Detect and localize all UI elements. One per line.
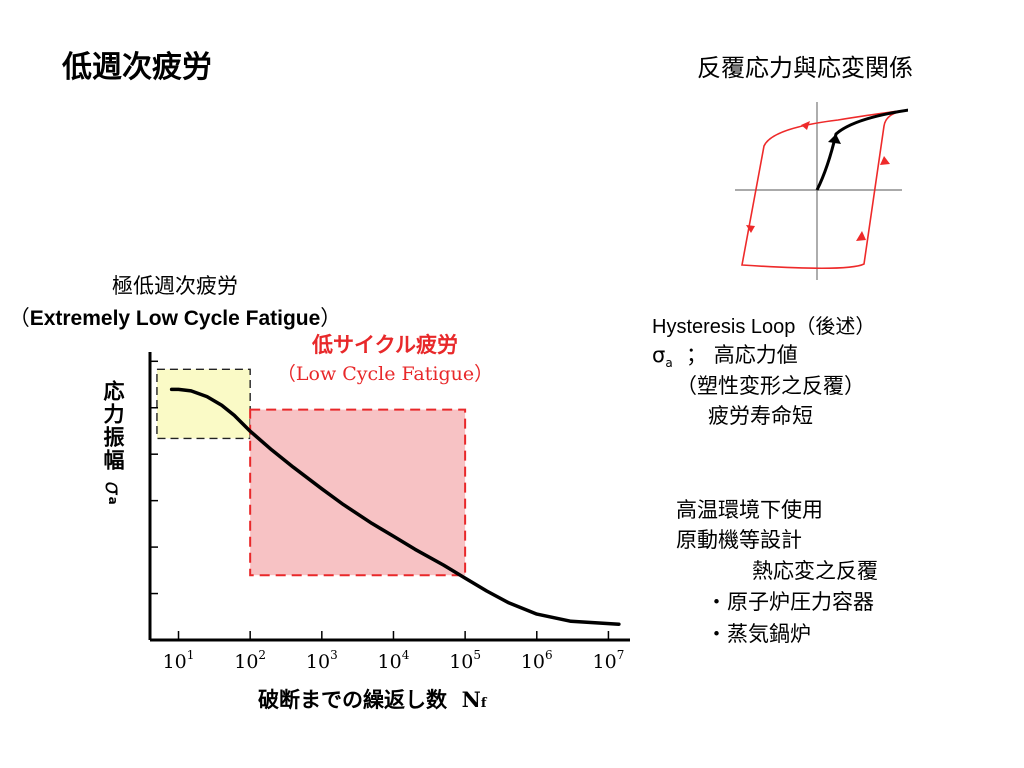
- loading-arrow: [828, 134, 841, 144]
- x-tick-label: 101: [162, 648, 195, 673]
- initial-loading-curve: [815, 108, 908, 191]
- x-tick-label: 107: [592, 648, 625, 673]
- hysteresis-loop-note: Hysteresis Loop（後述）: [652, 316, 876, 338]
- reactor-vessel-item: ・原子炉圧力容器: [706, 590, 874, 614]
- lcf-region: [249, 408, 467, 577]
- x-tick-label: 106: [520, 648, 553, 673]
- elcf-label: （Extremely Low Cycle Fatigue）: [8, 306, 342, 330]
- fatigue-regions: [156, 368, 467, 577]
- high-temp-note: 高温環境下使用: [676, 498, 823, 522]
- hysteresis-loop-curve: [741, 109, 908, 270]
- sn-curve-line: [169, 387, 621, 626]
- hysteresis-loop-diagram: [735, 102, 908, 280]
- lcf-label-jp: 低サイクル疲労: [312, 333, 458, 357]
- boiler-item: ・蒸気鍋炉: [706, 622, 811, 646]
- loop-arrow-bottom: [856, 231, 866, 241]
- short-life-note: 疲労寿命短: [708, 404, 813, 428]
- x-axis-label: 破断までの繰返し数 Nf: [258, 687, 487, 712]
- y-axis-label: 応力振幅 σa: [101, 380, 125, 507]
- loop-arrow-top: [801, 121, 810, 130]
- prime-mover-note: 原動機等設計: [676, 528, 802, 552]
- elcf-region: [156, 368, 251, 440]
- loop-arrow-right: [880, 156, 890, 165]
- sigma-a-note: σa ； 高応力値: [652, 343, 798, 371]
- chart-axes: [148, 352, 630, 642]
- plastic-deformation-note: （塑性変形之反覆）: [676, 374, 865, 398]
- page-title: 低週次疲労: [62, 50, 212, 85]
- elcf-label-en: Extremely Low Cycle Fatigue: [29, 307, 321, 330]
- hysteresis-title: 反覆応力與応変関係: [697, 54, 913, 82]
- x-tick-label: 103: [305, 648, 338, 673]
- x-tick-label: 105: [449, 648, 482, 673]
- lcf-label-en: （Low Cycle Fatigue）: [276, 363, 494, 385]
- loop-arrow-left: [746, 225, 755, 233]
- thermal-stress-note: 熱応変之反覆: [752, 559, 878, 583]
- x-tick-label: 102: [234, 648, 267, 673]
- x-tick-label: 104: [377, 648, 410, 673]
- chart-series: [169, 387, 621, 626]
- elcf-label-jp: 極低週次疲労: [112, 274, 238, 298]
